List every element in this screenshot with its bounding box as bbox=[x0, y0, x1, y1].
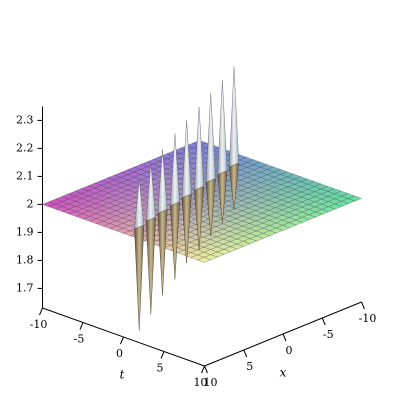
x-tick-label: -10 bbox=[359, 312, 377, 325]
z-tick-label: 1.9 bbox=[16, 225, 34, 238]
t-tick bbox=[39, 307, 43, 316]
t-tick-label: -5 bbox=[74, 333, 85, 346]
t-tick bbox=[201, 365, 205, 374]
z-tick-label: 2.2 bbox=[16, 141, 34, 154]
x-tick bbox=[204, 365, 208, 374]
x-tick-label: -5 bbox=[323, 328, 334, 341]
x-tick bbox=[243, 349, 248, 358]
spike-up bbox=[194, 107, 204, 191]
surface-cell bbox=[347, 195, 363, 202]
x-tick bbox=[321, 317, 326, 326]
t-tick bbox=[79, 322, 84, 330]
x-tick-label: 0 bbox=[286, 344, 293, 357]
t-tick bbox=[120, 336, 124, 345]
x-tick-label: 5 bbox=[246, 360, 253, 373]
spike-up bbox=[229, 66, 239, 168]
spike-up bbox=[134, 179, 145, 230]
spike-up bbox=[145, 163, 156, 222]
spike-up bbox=[181, 120, 192, 199]
spike-up bbox=[217, 80, 228, 175]
spike-up bbox=[205, 93, 216, 183]
t-tick bbox=[160, 351, 165, 359]
t-axis-label: t bbox=[120, 368, 125, 382]
x-tick-label: 10 bbox=[204, 376, 218, 389]
t-tick-label: 10 bbox=[194, 376, 208, 389]
x-tick bbox=[282, 333, 287, 342]
z-tick-label: 2 bbox=[27, 197, 34, 210]
t-tick-label: 0 bbox=[116, 347, 123, 360]
spike-up bbox=[157, 149, 168, 214]
z-tick-label: 2.1 bbox=[16, 169, 34, 182]
spike-down bbox=[157, 209, 168, 296]
t-tick-label: 5 bbox=[157, 362, 164, 375]
spike-up bbox=[170, 133, 180, 206]
x-axis-label: x bbox=[280, 366, 287, 380]
z-tick-label: 2.3 bbox=[16, 113, 34, 126]
z-tick-label: 1.8 bbox=[16, 253, 34, 266]
t-tick-label: -10 bbox=[30, 318, 48, 331]
spike-down bbox=[145, 216, 156, 315]
x-tick bbox=[361, 301, 365, 310]
spike-down bbox=[134, 224, 145, 331]
z-tick-label: 1.7 bbox=[16, 281, 34, 294]
